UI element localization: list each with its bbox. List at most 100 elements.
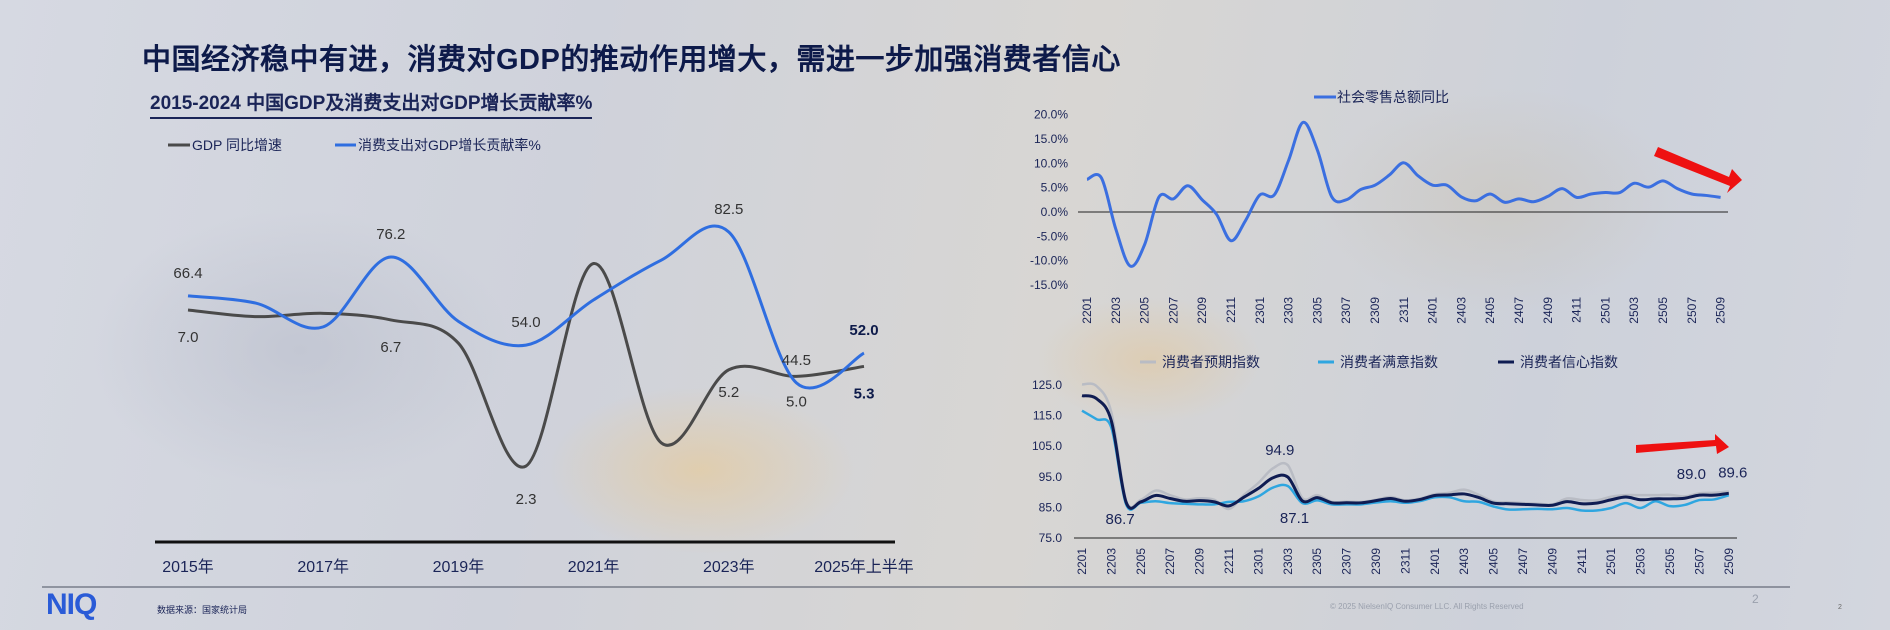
- series-line-retail: [1086, 120, 1721, 268]
- x-tick-label: 2307: [1340, 548, 1354, 575]
- x-tick-label: 2505: [1663, 548, 1677, 575]
- x-tick-label: 2015年: [162, 558, 214, 576]
- x-tick-label: 2507: [1685, 297, 1699, 324]
- x-tick-label: 2025年上半年: [814, 558, 914, 576]
- x-tick-label: 2501: [1604, 548, 1618, 575]
- x-tick-label: 2211: [1222, 548, 1236, 574]
- page-title: 中国经济稳中有进，消费对GDP的推动作用增大，需进一步加强消费者信心: [142, 44, 1121, 76]
- x-tick-label: 2403: [1457, 548, 1471, 575]
- page-number: 2: [1752, 592, 1759, 606]
- x-tick-label: 2207: [1166, 297, 1180, 324]
- data-label: 66.4: [173, 265, 202, 282]
- y-tick-label: 115.0: [1033, 409, 1062, 423]
- x-tick-label: 2503: [1634, 548, 1648, 575]
- data-label: 52.0: [849, 322, 878, 339]
- y-tick-label: 0.0%: [1041, 205, 1069, 219]
- data-label: 2.3: [516, 491, 537, 508]
- x-tick-label: 2405: [1487, 548, 1501, 575]
- data-label: 89.0: [1677, 466, 1706, 483]
- data-label: 89.6: [1718, 464, 1747, 481]
- y-tick-label: 5.0%: [1041, 181, 1069, 195]
- x-tick-label: 2507: [1692, 548, 1706, 575]
- series-line-consumption: [187, 224, 865, 390]
- series-line-confidence: [1081, 394, 1729, 510]
- x-tick-label: 2207: [1163, 548, 1177, 575]
- data-label: 6.7: [380, 339, 401, 356]
- x-tick-label: 2211: [1224, 297, 1238, 323]
- x-tick-label: 2405: [1483, 297, 1497, 324]
- legend-label-satisfaction: 消费者满意指数: [1340, 354, 1438, 370]
- x-tick-label: 2505: [1656, 297, 1670, 324]
- data-label: 5.3: [854, 385, 875, 402]
- x-tick-label: 2303: [1281, 548, 1295, 575]
- x-tick-label: 2017年: [297, 558, 349, 576]
- x-tick-label: 2407: [1512, 297, 1526, 324]
- x-tick-label: 2023年: [703, 558, 755, 576]
- x-tick-label: 2409: [1545, 548, 1559, 575]
- x-tick-label: 2307: [1339, 297, 1353, 324]
- x-tick-label: 2305: [1310, 297, 1324, 324]
- x-tick-label: 2205: [1138, 297, 1152, 324]
- x-tick-label: 2205: [1134, 548, 1148, 575]
- data-label: 94.9: [1265, 442, 1294, 459]
- y-tick-label: 15.0%: [1034, 132, 1068, 146]
- legend-label-expectation: 消费者预期指数: [1162, 354, 1260, 370]
- x-tick-label: 2309: [1368, 297, 1382, 324]
- downward-trend-arrow-icon: [1654, 147, 1742, 193]
- x-tick-label: 2201: [1075, 548, 1089, 575]
- y-tick-label: 125.0: [1032, 378, 1062, 392]
- x-tick-label: 2209: [1193, 548, 1207, 575]
- data-label: 44.5: [782, 352, 811, 369]
- copyright: © 2025 NielsenIQ Consumer LLC. All Right…: [1330, 602, 1524, 611]
- x-tick-label: 2401: [1428, 548, 1442, 575]
- series-line-satisfaction: [1081, 409, 1730, 513]
- x-tick-label: 2509: [1714, 297, 1728, 324]
- data-label: 82.5: [714, 201, 743, 218]
- y-tick-label: 95.0: [1039, 470, 1063, 484]
- y-tick-label: 75.0: [1039, 531, 1063, 545]
- x-tick-label: 2407: [1516, 548, 1530, 575]
- x-tick-label: 2403: [1454, 297, 1468, 324]
- data-label: 5.2: [718, 384, 739, 401]
- x-tick-label: 2201: [1080, 297, 1094, 324]
- data-source: 数据来源：国家统计局: [157, 605, 248, 615]
- legend-label-consumption: 消费支出对GDP增长贡献率%: [358, 137, 541, 153]
- x-tick-label: 2019年: [433, 558, 485, 576]
- x-tick-label: 2203: [1109, 297, 1123, 324]
- x-tick-label: 2309: [1369, 548, 1383, 575]
- page-number-small: 2: [1838, 604, 1842, 611]
- y-tick-label: 85.0: [1039, 500, 1063, 514]
- x-tick-label: 2509: [1722, 548, 1736, 575]
- y-tick-label: 10.0%: [1034, 156, 1068, 170]
- x-tick-label: 2301: [1253, 297, 1267, 324]
- y-tick-label: -15.0%: [1030, 278, 1068, 292]
- y-tick-label: -5.0%: [1037, 229, 1069, 243]
- data-label: 76.2: [376, 226, 405, 243]
- x-tick-label: 2503: [1627, 297, 1641, 324]
- series-line-expectation: [1081, 382, 1729, 511]
- x-tick-label: 2209: [1195, 297, 1209, 324]
- x-tick-label: 2311: [1398, 548, 1412, 574]
- x-tick-label: 2411: [1575, 548, 1589, 574]
- x-tick-label: 2401: [1426, 297, 1440, 324]
- x-tick-label: 2203: [1104, 548, 1118, 575]
- legend-label-confidence: 消费者信心指数: [1520, 354, 1618, 370]
- x-tick-label: 2021年: [568, 558, 620, 576]
- x-tick-label: 2501: [1598, 297, 1612, 324]
- niq-logo: NIQ: [46, 588, 97, 621]
- data-label: 54.0: [511, 314, 540, 331]
- x-tick-label: 2305: [1310, 548, 1324, 575]
- data-label: 87.1: [1280, 510, 1309, 527]
- data-label: 5.0: [786, 393, 807, 410]
- data-label: 86.7: [1105, 511, 1134, 528]
- x-tick-label: 2303: [1282, 297, 1296, 324]
- data-label: 7.0: [178, 329, 199, 346]
- legend-label-gdp: GDP 同比增速: [192, 137, 282, 153]
- x-tick-label: 2311: [1397, 297, 1411, 323]
- x-tick-label: 2409: [1541, 297, 1555, 324]
- chart-subtitle: 2015-2024 中国GDP及消费支出对GDP增长贡献率%: [150, 88, 593, 119]
- y-tick-label: 20.0%: [1034, 108, 1068, 122]
- legend-label-retail: 社会零售总额同比: [1337, 89, 1449, 105]
- x-tick-label: 2301: [1251, 548, 1265, 575]
